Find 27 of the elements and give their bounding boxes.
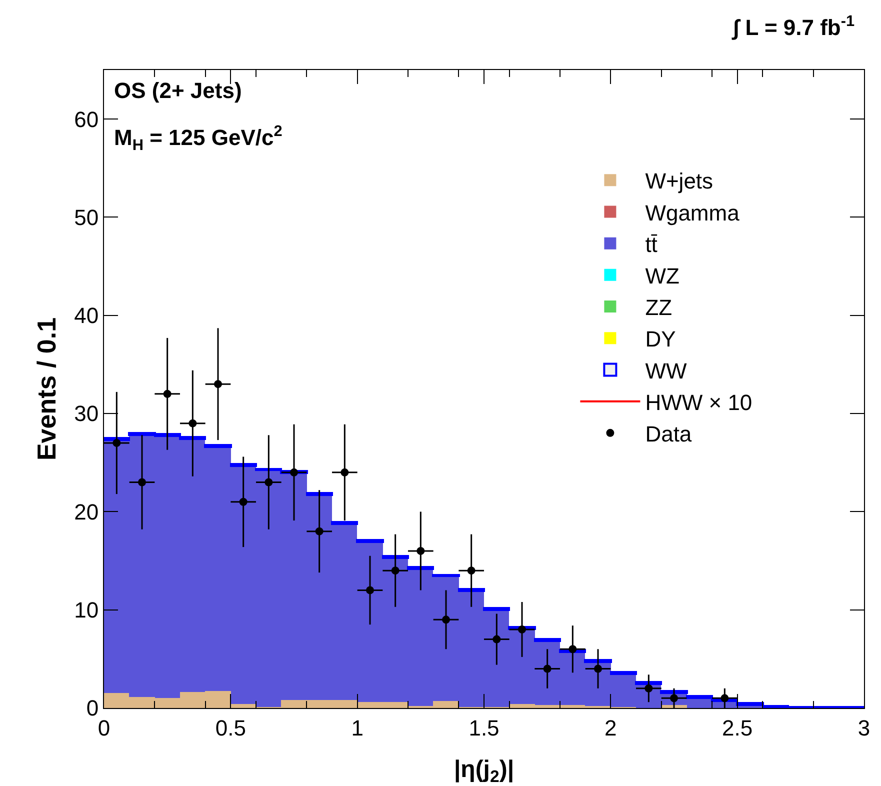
x-tick-label: 2: [604, 715, 617, 740]
y-axis-title: Events / 0.1: [32, 317, 62, 461]
legend-label: ZZ: [645, 295, 672, 320]
y-tick-label: 20: [74, 499, 99, 524]
annotation: OS (2+ Jets): [114, 78, 242, 103]
chart-title: ∫ L = 9.7 fb$^{-1}$: [731, 12, 856, 40]
legend-label: Data: [645, 422, 692, 446]
legend-label: WZ: [645, 264, 680, 288]
legend-label: DY: [645, 326, 676, 352]
annotation: M$_{H}$ = 125 GeV/c$^{2}$: [114, 123, 282, 154]
y-tick-label: 30: [74, 401, 99, 426]
x-tick-label: 3: [858, 715, 870, 740]
y-tick-label: 40: [74, 303, 99, 328]
x-tick-label: 2.5: [722, 715, 753, 740]
y-tick-label: 60: [74, 106, 99, 132]
legend-label: W+jets: [645, 168, 714, 194]
y-tick-label: 0: [86, 696, 99, 721]
y-tick-label: 10: [74, 598, 99, 623]
y-tick-label: 50: [74, 204, 99, 230]
legend-label: Wgamma: [645, 200, 740, 226]
legend-label: HWW × 10: [645, 390, 752, 415]
legend-label: WW: [645, 358, 687, 384]
x-tick-label: 0.5: [215, 715, 246, 740]
x-axis-title: |η(j$_{2}$)|: [454, 756, 514, 786]
x-tick-label: 1.5: [468, 715, 500, 740]
legend-label: tt̄: [645, 232, 658, 257]
x-tick-label: 1: [351, 715, 364, 740]
